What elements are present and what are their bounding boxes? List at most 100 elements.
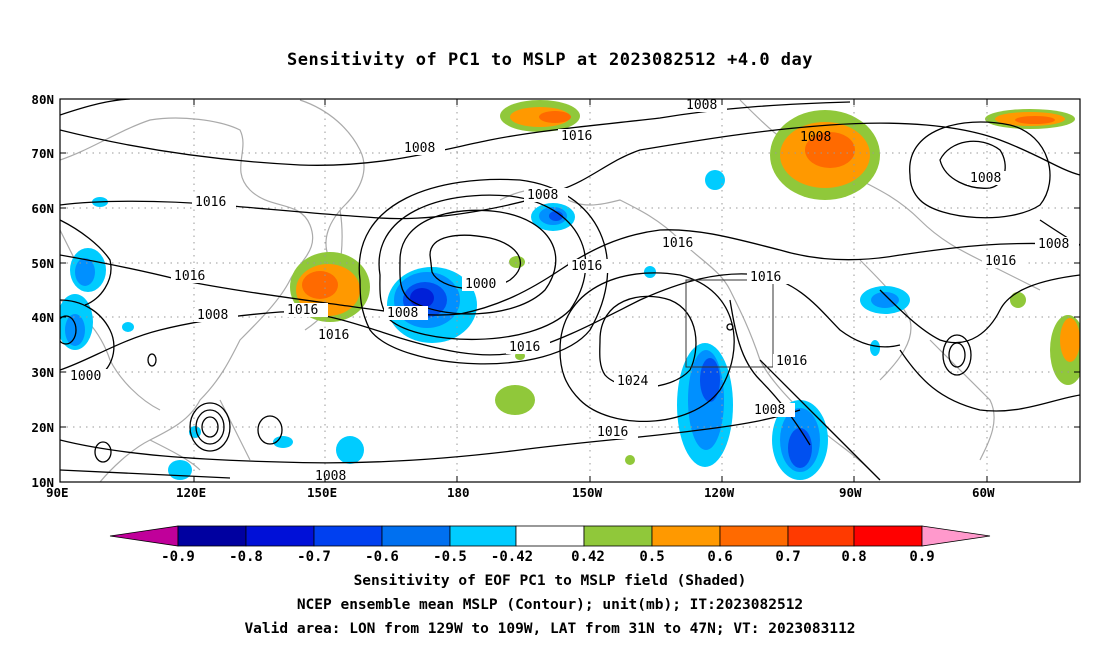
- colorbar-label: 0.7: [775, 549, 800, 565]
- svg-text:1016: 1016: [318, 328, 349, 343]
- contour-label: 1016: [773, 354, 817, 369]
- footer-line-2: NCEP ensemble mean MSLP (Contour); unit(…: [296, 597, 804, 613]
- contour-label: 1008: [751, 403, 795, 418]
- lat-label: 40N: [31, 310, 54, 325]
- colorbar-segment: [651, 525, 721, 547]
- contour-label: 1008: [312, 469, 356, 484]
- colorbar-segment: [515, 525, 585, 547]
- colorbar-segment: [583, 525, 653, 547]
- lat-label: 60N: [31, 201, 54, 216]
- contour-label: 1016: [982, 254, 1026, 269]
- colorbar-label: -0.6: [365, 549, 399, 565]
- colorbar-segment: [449, 525, 517, 547]
- colorbar-segment: [177, 525, 247, 547]
- lon-label: 120E: [176, 485, 206, 500]
- lat-label: 80N: [31, 92, 54, 107]
- svg-text:1016: 1016: [750, 270, 781, 285]
- page-title: Sensitivity of PC1 to MSLP at 2023082512…: [286, 50, 813, 70]
- lon-label: 120W: [704, 485, 735, 500]
- mslp-contours: [60, 99, 1080, 481]
- svg-text:1008: 1008: [754, 403, 785, 418]
- contour-label: 1008: [401, 141, 445, 156]
- contour-label: 1016: [506, 340, 550, 355]
- svg-text:1008: 1008: [197, 308, 228, 323]
- svg-text:1008: 1008: [387, 306, 418, 321]
- colorbar-label: 0.42: [571, 549, 605, 565]
- contour-label: 1000: [462, 277, 506, 292]
- contour-label: 1016: [192, 195, 236, 210]
- lat-label: 20N: [31, 420, 54, 435]
- plot-frame: [59, 98, 1081, 483]
- colorbar-end-right: [921, 525, 991, 547]
- colorbar-segment: [853, 525, 923, 547]
- contour-label: 1008: [1035, 237, 1079, 252]
- lat-label: 70N: [31, 146, 54, 161]
- colorbar-end-left: [109, 525, 179, 547]
- colorbar-label: -0.8: [229, 549, 263, 565]
- valid-area-box: [685, 279, 774, 368]
- footer-line-1: Sensitivity of EOF PC1 to MSLP field (Sh…: [353, 573, 747, 589]
- contour-label: 1016: [568, 259, 612, 274]
- colorbar-label: 0.6: [707, 549, 732, 565]
- colorbar-label: -0.9: [161, 549, 195, 565]
- contour-label: 1024: [614, 374, 658, 389]
- axis-ticks: [59, 98, 1080, 483]
- contour-label: 1016: [594, 425, 638, 440]
- contour-labels: 1008 1016 1008 1008 1008 1016 1016 1016 …: [67, 98, 1079, 484]
- lon-label: 90E: [46, 485, 69, 500]
- colorbar-label: 0.5: [639, 549, 664, 565]
- svg-text:1008: 1008: [1038, 237, 1069, 252]
- lon-label: 90W: [839, 485, 862, 500]
- svg-text:1024: 1024: [617, 374, 648, 389]
- svg-text:1016: 1016: [287, 303, 318, 318]
- colorbar-segment: [787, 525, 855, 547]
- contour-label: 1008: [800, 130, 831, 145]
- lat-lon-grid: [60, 99, 1080, 482]
- contour-label: 1016: [315, 328, 359, 343]
- contour-label: 1008: [683, 98, 727, 113]
- lon-label: 150W: [572, 485, 603, 500]
- svg-text:1000: 1000: [70, 369, 101, 384]
- colorbar-label: 0.9: [909, 549, 934, 565]
- svg-text:1008: 1008: [800, 130, 831, 145]
- contour-label: 1008: [194, 308, 238, 323]
- contour-label: 1008: [384, 306, 428, 321]
- lon-label: 60W: [972, 485, 995, 500]
- contour-label: 1016: [284, 303, 328, 318]
- contour-label: 1016: [558, 129, 602, 144]
- lat-label: 10N: [31, 475, 54, 490]
- svg-text:1000: 1000: [465, 277, 496, 292]
- svg-text:1008: 1008: [404, 141, 435, 156]
- svg-text:1016: 1016: [561, 129, 592, 144]
- contour-label: 1000: [67, 369, 111, 384]
- colorbar-segment: [381, 525, 451, 547]
- svg-text:1016: 1016: [174, 269, 205, 284]
- contour-label: 1016: [659, 236, 703, 251]
- contour-label: 1016: [171, 269, 215, 284]
- colorbar-label: -0.7: [297, 549, 331, 565]
- svg-text:1008: 1008: [315, 469, 346, 484]
- colorbar-label: 0.8: [841, 549, 866, 565]
- colorbar-labels: -0.9 -0.8 -0.7 -0.6 -0.5 -0.42 0.42 0.5 …: [161, 549, 935, 565]
- lat-axis-labels: 10N 20N 30N 40N 50N 60N 70N 80N: [31, 92, 54, 490]
- svg-text:1016: 1016: [985, 254, 1016, 269]
- contour-label: 1016: [747, 270, 791, 285]
- colorbar: [109, 525, 991, 547]
- contour-label: 1008: [524, 188, 568, 203]
- lat-label: 30N: [31, 365, 54, 380]
- colorbar-label: -0.5: [433, 549, 467, 565]
- colorbar-segment: [313, 525, 383, 547]
- colorbar-segment: [719, 525, 789, 547]
- svg-text:1008: 1008: [527, 188, 558, 203]
- lon-label: 180: [447, 485, 470, 500]
- svg-text:1016: 1016: [509, 340, 540, 355]
- svg-text:1008: 1008: [970, 171, 1001, 186]
- lat-label: 50N: [31, 256, 54, 271]
- svg-text:1016: 1016: [571, 259, 602, 274]
- colorbar-label: -0.42: [491, 549, 533, 565]
- lon-axis-labels: 90E 120E 150E 180 150W 120W 90W 60W: [46, 485, 995, 500]
- contour-label: 1008: [967, 171, 1011, 186]
- colorbar-segment: [245, 525, 315, 547]
- svg-text:1016: 1016: [776, 354, 807, 369]
